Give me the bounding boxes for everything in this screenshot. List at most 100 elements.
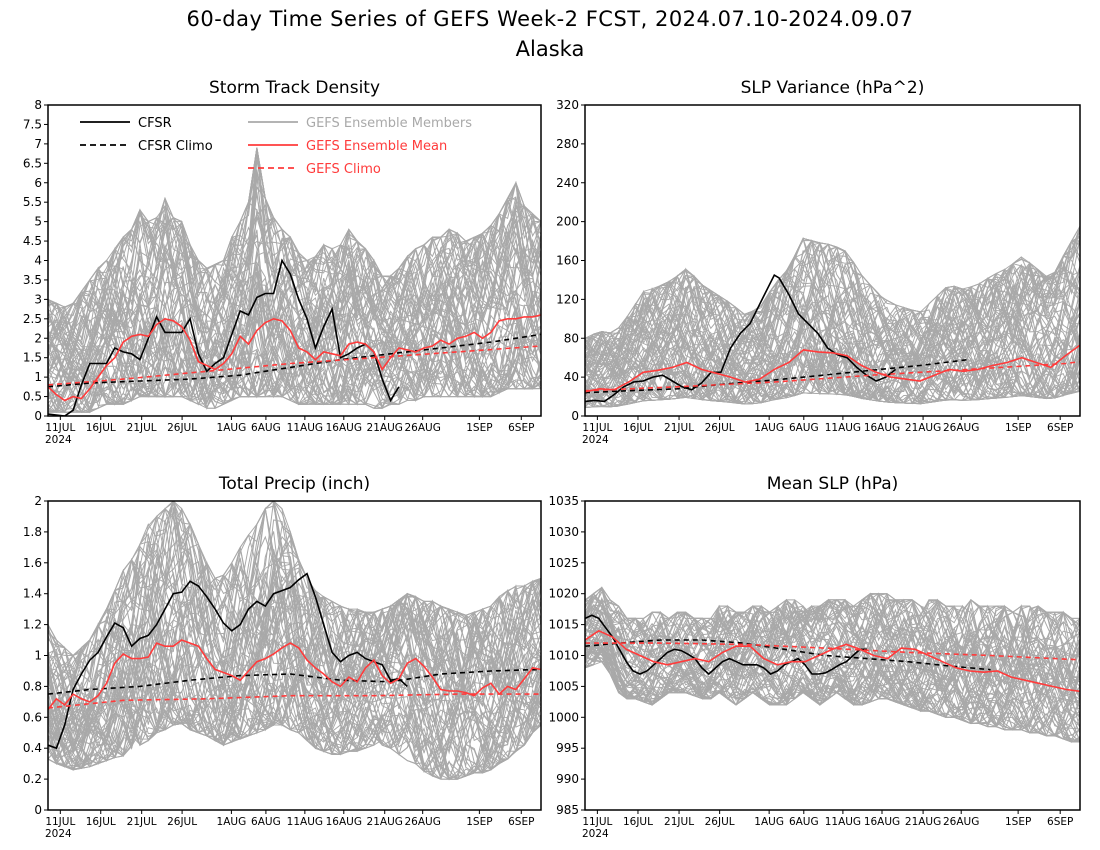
y-tick-label: 120 bbox=[556, 292, 579, 306]
x-tick-label: 11JUL bbox=[582, 816, 612, 828]
ensemble-member-line bbox=[585, 266, 1080, 408]
ensemble-member-line bbox=[585, 329, 1080, 405]
x-tick-label: 6SEP bbox=[1047, 422, 1073, 434]
y-tick-label: 1.8 bbox=[23, 525, 42, 539]
chart-panel-2: SLP Variance (hPa^2) 0 40 80 120 160 200 240 280… bbox=[556, 78, 1081, 446]
legend-cfsr-label: CFSR bbox=[138, 116, 172, 131]
ensemble-member-line bbox=[585, 346, 1080, 404]
cfsr-line bbox=[48, 258, 400, 416]
y-tick-label: 985 bbox=[556, 803, 579, 817]
ensemble-member-line bbox=[585, 240, 1080, 408]
y-tick-label: 240 bbox=[556, 176, 579, 190]
y-tick-label: 1005 bbox=[548, 679, 579, 693]
ensemble-member-line bbox=[585, 586, 1080, 702]
page-title: 60-day Time Series of GEFS Week-2 FCST, … bbox=[186, 7, 914, 31]
ensemble-member-line bbox=[585, 276, 1080, 404]
y-tick-label: 1020 bbox=[548, 587, 579, 601]
x-tick-label: 1AUG bbox=[217, 816, 247, 828]
y-tick-label: 0.8 bbox=[23, 679, 42, 693]
ensemble-member-line bbox=[585, 593, 1080, 700]
y-tick-label: 6.5 bbox=[23, 156, 42, 170]
cfsr-line bbox=[585, 273, 897, 403]
y-tick-label: 1.6 bbox=[23, 556, 42, 570]
ensemble-member-line bbox=[585, 239, 1080, 408]
ensemble-member-line bbox=[48, 159, 541, 346]
x-tick-label: 16JUL bbox=[86, 422, 116, 434]
ensemble-member-line bbox=[585, 227, 1080, 404]
chart-panel-3: Total Precip (inch) 0 0.2 0.4 0.6 0.8 1 1.2 1.4 1… bbox=[23, 474, 542, 840]
ensemble-member-line bbox=[585, 246, 1080, 398]
y-tick-label: 1 bbox=[34, 649, 42, 663]
x-tick-label: 16AUG bbox=[326, 816, 362, 828]
y-tick-label: 4.5 bbox=[23, 234, 42, 248]
x-tick-label: 1SEP bbox=[1005, 422, 1031, 434]
ensemble-member-line bbox=[48, 598, 541, 769]
ensemble-member-line bbox=[585, 595, 1080, 674]
ensemble-member-line bbox=[585, 599, 1080, 706]
ensemble-member-line bbox=[585, 605, 1080, 721]
ensemble-member-line bbox=[585, 246, 1080, 399]
plot-area bbox=[585, 226, 1080, 408]
y-tick-label: 1025 bbox=[548, 556, 579, 570]
x-tick-label: 1SEP bbox=[466, 422, 492, 434]
ensemble-member-line bbox=[585, 599, 1080, 744]
x-tick-label: 16JUL bbox=[623, 422, 653, 434]
x-tick-label: 6AUG bbox=[251, 422, 281, 434]
legend: CFSR CFSR Climo GEFS Ensemble Members GEFS … bbox=[80, 116, 472, 177]
ensemble-member-line bbox=[585, 605, 1080, 706]
ensemble-member-line bbox=[585, 592, 1080, 743]
x-tick-label: 6AUG bbox=[251, 816, 281, 828]
x-tick-label: 11JUL bbox=[582, 422, 612, 434]
y-tick-label: 0 bbox=[34, 409, 42, 423]
y-tick-label: 3.5 bbox=[23, 273, 42, 287]
ensemble-member-line bbox=[585, 282, 1080, 405]
y-tick-label: 4 bbox=[34, 254, 42, 268]
x-tick-label: 26AUG bbox=[404, 422, 440, 434]
y-tick-label: 1035 bbox=[548, 494, 579, 508]
gefs-climo-line bbox=[48, 693, 541, 709]
x-tick-label: 21JUL bbox=[664, 816, 694, 828]
cfsr-climo-line bbox=[48, 668, 541, 695]
y-tick-label: 1.4 bbox=[23, 587, 42, 601]
y-tick-label: 2 bbox=[34, 494, 42, 508]
chart-panel-4: Mean SLP (hPa) 985 990 995 1000 1005 1010 1015 1… bbox=[548, 474, 1081, 840]
y-tick-label: 6 bbox=[34, 176, 42, 190]
x-tick-label: 11AUG bbox=[287, 422, 323, 434]
y-tick-label: 1015 bbox=[548, 618, 579, 632]
gefs-climo-line bbox=[48, 345, 541, 386]
y-tick-label: 1 bbox=[34, 370, 42, 384]
y-tick-label: 80 bbox=[564, 331, 579, 345]
x-tick-label: 1AUG bbox=[754, 422, 784, 434]
x-tick-label: 16AUG bbox=[326, 422, 362, 434]
cfsr-climo-line bbox=[48, 333, 541, 388]
cfsr-line bbox=[585, 614, 867, 676]
x-tick-label: 21AUG bbox=[905, 816, 941, 828]
gefs-mean-line bbox=[48, 639, 541, 711]
x-tick-label: 26JUL bbox=[705, 816, 735, 828]
legend-gefs-mean-label: GEFS Ensemble Mean bbox=[306, 139, 447, 154]
ensemble-member-line bbox=[585, 648, 1080, 743]
ensemble-member-line bbox=[585, 240, 1080, 403]
x-tick-label: 11AUG bbox=[287, 816, 323, 828]
x-tick-label: 26AUG bbox=[943, 816, 979, 828]
ensemble-member-line bbox=[585, 598, 1080, 697]
x-tick-label: 1AUG bbox=[754, 816, 784, 828]
y-tick-label: 1030 bbox=[548, 525, 579, 539]
x-tick-label: 16AUG bbox=[864, 816, 900, 828]
ensemble-member-line bbox=[48, 534, 541, 780]
x-tick-label: 6SEP bbox=[508, 422, 534, 434]
x-tick-label: 11JUL bbox=[45, 816, 75, 828]
x-tick-label: 21JUL bbox=[127, 816, 157, 828]
plot-area bbox=[48, 501, 541, 781]
ensemble-member-line bbox=[585, 599, 1080, 729]
y-tick-label: 1000 bbox=[548, 710, 579, 724]
y-tick-label: 0.5 bbox=[23, 390, 42, 404]
plot-area bbox=[585, 586, 1080, 744]
ensemble-member-line bbox=[585, 267, 1080, 404]
ensemble-member-line bbox=[48, 562, 541, 768]
x-tick-label: 16AUG bbox=[864, 422, 900, 434]
x-tick-label: 6SEP bbox=[1047, 816, 1073, 828]
ensemble-member-line bbox=[48, 643, 541, 780]
ensemble-member-line bbox=[48, 258, 541, 413]
ensemble-member-line bbox=[48, 558, 541, 746]
